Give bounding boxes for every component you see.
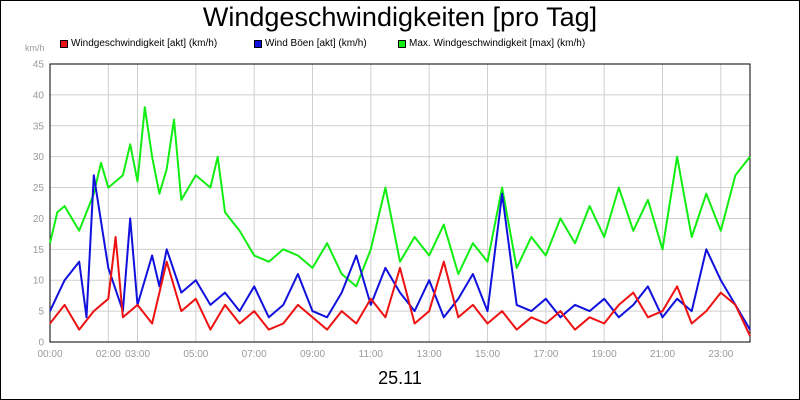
y-tick-label: 40 bbox=[33, 90, 45, 101]
x-tick-label: 03:00 bbox=[125, 349, 150, 360]
legend-label-gusts: Wind Böen [akt] (km/h) bbox=[265, 38, 367, 49]
chart-title: Windgeschwindigkeiten [pro Tag] bbox=[202, 2, 598, 32]
series-line-max-speed bbox=[49, 106, 751, 288]
y-tick-label: 0 bbox=[38, 338, 44, 349]
y-tick-label: 15 bbox=[33, 245, 45, 256]
legend-item-max-speed: Max. Windgeschwindigkeit [max] (km/h) bbox=[398, 38, 585, 49]
series-line-wind-speed bbox=[49, 236, 751, 337]
legend-item-gusts: Wind Böen [akt] (km/h) bbox=[254, 38, 367, 49]
x-tick-label: 05:00 bbox=[183, 349, 208, 360]
x-tick-label: 19:00 bbox=[592, 349, 617, 360]
y-tick-label: 45 bbox=[33, 60, 45, 71]
x-tick-label: 11:00 bbox=[359, 349, 384, 360]
x-tick-label: 09:00 bbox=[300, 349, 325, 360]
y-tick-label: 10 bbox=[33, 276, 45, 287]
x-tick-label: 21:00 bbox=[650, 349, 675, 360]
y-axis-unit-label: km/h bbox=[25, 43, 45, 53]
legend-label-wind-speed: Windgeschwindigkeit [akt] (km/h) bbox=[71, 38, 218, 49]
y-tick-label: 30 bbox=[33, 152, 45, 163]
x-tick-label: 13:00 bbox=[417, 349, 442, 360]
x-tick-label: 07:00 bbox=[242, 349, 267, 360]
legend-swatch-max-speed bbox=[398, 39, 406, 48]
y-tick-label: 20 bbox=[33, 214, 45, 225]
x-tick-label: 15:00 bbox=[475, 349, 500, 360]
series-line-gusts bbox=[49, 174, 751, 331]
plot-background bbox=[50, 64, 750, 342]
y-tick-label: 5 bbox=[38, 307, 44, 318]
legend-label-max-speed: Max. Windgeschwindigkeit [max] (km/h) bbox=[409, 38, 586, 49]
plot-border bbox=[49, 63, 751, 343]
x-tick-label: 23:00 bbox=[708, 349, 733, 360]
x-tick-label: 00:00 bbox=[37, 349, 62, 360]
legend-swatch-gusts bbox=[254, 39, 262, 48]
y-tick-label: 35 bbox=[33, 121, 45, 132]
legend-swatch-wind-speed bbox=[60, 39, 68, 48]
y-tick-label: 25 bbox=[33, 183, 45, 194]
x-tick-label: 02:00 bbox=[96, 349, 121, 360]
x-tick-label: 17:00 bbox=[533, 349, 558, 360]
date-label: 25.11 bbox=[378, 368, 422, 388]
legend-item-wind-speed: Windgeschwindigkeit [akt] (km/h) bbox=[60, 38, 217, 49]
